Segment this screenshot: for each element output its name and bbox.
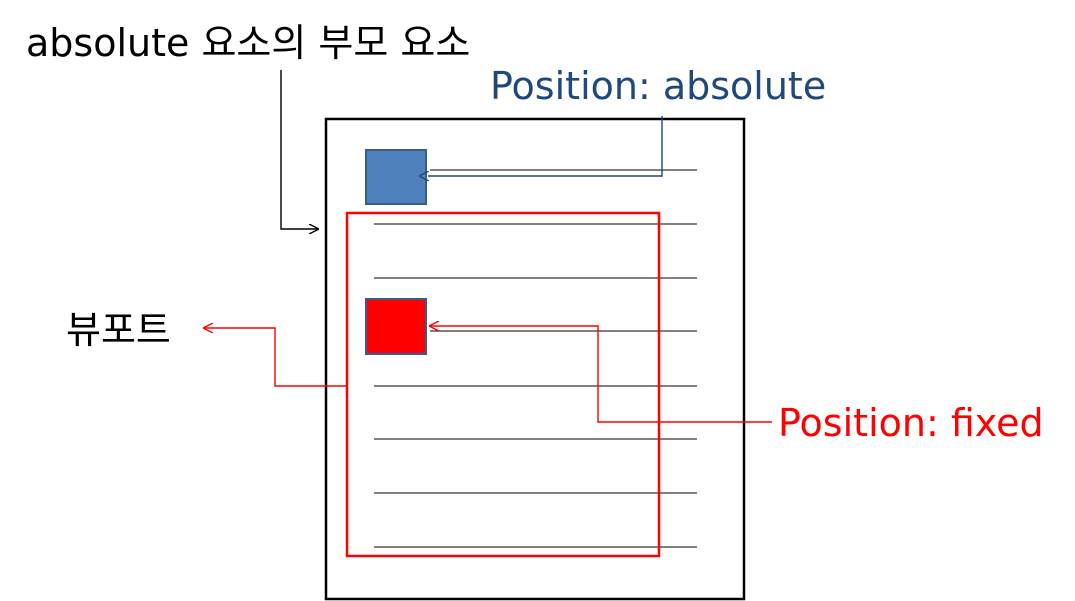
absolute-element-box [365,149,427,205]
viewport-label: 뷰포트 [66,308,171,352]
content-lines [374,169,697,548]
parent-document-box [324,117,746,601]
viewport-box [345,211,661,558]
absolute-connector-arrow [428,116,663,176]
viewport-connector-arrow [204,328,347,387]
position-fixed-label: Position: fixed [778,401,1044,445]
parent-connector-arrow [280,70,318,229]
fixed-connector-arrow [430,326,772,423]
position-absolute-label: Position: absolute [490,64,827,108]
fixed-element-box [365,298,427,355]
absolute-parent-label: absolute 요소의 부모 요소 [26,21,471,65]
